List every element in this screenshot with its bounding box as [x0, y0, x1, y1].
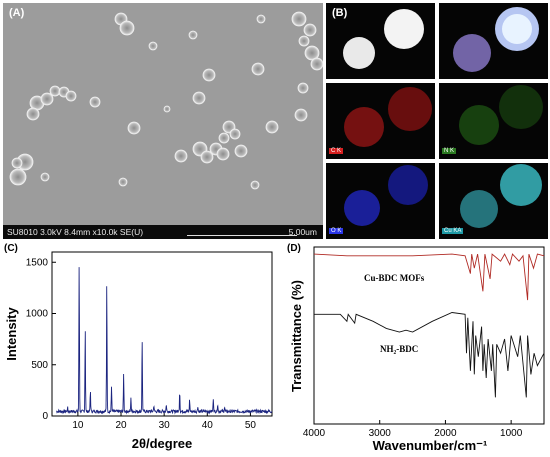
ftir-x-tick-label: 2000	[434, 428, 457, 439]
sem-parameters: SU8010 3.0kV 8.4mm x10.0k SE(U)	[7, 227, 144, 237]
panel-label-c: (C)	[4, 243, 18, 254]
sem-tile-image	[343, 9, 424, 69]
sem-particle	[163, 105, 171, 113]
sem-particle	[118, 177, 128, 187]
xrd-x-tick-label: 30	[159, 420, 171, 431]
sem-particle	[148, 41, 158, 51]
overlay-map-image	[453, 7, 539, 72]
ftir-x-axis-label: Wavenumber/cm⁻¹	[373, 438, 488, 453]
sem-particle	[200, 150, 214, 164]
nitrogen-map-tile: N K	[439, 83, 548, 159]
sem-particle	[202, 68, 216, 82]
sem-particle	[297, 82, 309, 94]
copper-map-tile: Cu KA	[439, 163, 548, 239]
ftir-y-axis-label: Transmittance (%)	[289, 280, 304, 392]
sem-particle	[265, 120, 279, 134]
xrd-y-tick-label: 500	[31, 360, 48, 371]
sem-particle	[9, 168, 27, 186]
oxygen-map-image	[344, 165, 428, 226]
xrd-y-tick-label: 1000	[26, 309, 49, 320]
sem-particle	[256, 14, 266, 24]
xrd-x-tick-label: 10	[72, 420, 84, 431]
overlay-map-tile	[439, 3, 548, 79]
sem-particle	[192, 91, 206, 105]
ftir-x-tick-label: 1000	[500, 428, 523, 439]
sem-particle	[188, 30, 198, 40]
sem-particle	[49, 85, 61, 97]
xrd-y-tick-label: 1500	[26, 257, 49, 268]
xrd-y-axis-label: Intensity	[4, 307, 19, 361]
sem-tile	[326, 3, 435, 79]
sem-particle	[250, 180, 260, 190]
sem-particle	[298, 35, 310, 47]
panel-label-d: (D)	[287, 243, 301, 254]
panel-label-b: (B)	[332, 7, 348, 19]
sem-particle	[218, 132, 230, 144]
ftir-x-tick-label: 3000	[369, 428, 392, 439]
xrd-x-tick-label: 20	[115, 420, 127, 431]
xrd-pattern-line	[56, 267, 273, 415]
sem-particle	[26, 107, 40, 121]
sem-particle	[89, 96, 101, 108]
sem-particle	[174, 149, 188, 163]
sem-particle	[310, 57, 323, 71]
sem-particle	[251, 62, 265, 76]
copper-map-image	[460, 164, 542, 228]
sem-particle	[127, 121, 141, 135]
sem-particle	[294, 108, 308, 122]
ftir-series-label-nh2bdc: NH₂-BDC	[380, 344, 418, 354]
panel-label-a: (A)	[9, 7, 25, 19]
sem-micrograph	[3, 3, 323, 225]
carbon-map-tile: C K	[326, 83, 435, 159]
copper-tag: Cu KA	[442, 228, 464, 234]
oxygen-tag: O K	[329, 228, 344, 234]
scale-bar-label: 5.00um	[288, 227, 317, 237]
sem-particle	[65, 90, 77, 102]
xrd-x-axis-label: 2θ/degree	[132, 436, 193, 451]
sem-particle	[304, 45, 320, 61]
sem-info-bar: SU8010 3.0kV 8.4mm x10.0k SE(U) 5.00um	[3, 225, 323, 239]
sem-particle	[216, 147, 230, 161]
ftir-plot-frame	[313, 246, 545, 425]
xrd-x-tick-label: 50	[245, 420, 257, 431]
xrd-x-tick-label: 40	[202, 420, 214, 431]
sem-particle	[303, 23, 317, 37]
sem-particle	[11, 157, 23, 169]
sem-particle	[40, 172, 50, 182]
xrd-plot-frame	[51, 251, 273, 417]
nitrogen-tag: N K	[442, 148, 457, 154]
eds-mapping-panel: (B) C K N K O K	[326, 3, 548, 239]
ftir-x-tick-label: 4000	[303, 428, 326, 439]
sem-image-panel: (A) SU8010 3.0kV 8.4mm x10.0k SE(U) 5.00…	[3, 3, 323, 239]
sem-particle	[229, 128, 241, 140]
ftir-mof-line	[313, 253, 545, 301]
xrd-y-tick-label: 0	[42, 411, 48, 422]
nitrogen-map-image	[459, 85, 543, 145]
scale-bar	[187, 229, 297, 236]
ftir-nh2bdc-line	[314, 312, 545, 398]
sem-particle	[291, 11, 307, 27]
carbon-map-image	[344, 87, 432, 147]
carbon-tag: C K	[329, 148, 344, 154]
ftir-ticks: 4000 3000 2000 1000	[303, 420, 523, 439]
sem-particle	[234, 144, 248, 158]
sem-particle	[119, 20, 135, 36]
ftir-series-label-mof: Cu-BDC MOFs	[364, 273, 425, 283]
oxygen-map-tile: O K	[326, 163, 435, 239]
sem-particle	[40, 92, 54, 106]
ftir-chart: (D) 4000 3000 2000 1000 Cu-BDC MOFs NH₂-BDC…	[287, 243, 545, 453]
